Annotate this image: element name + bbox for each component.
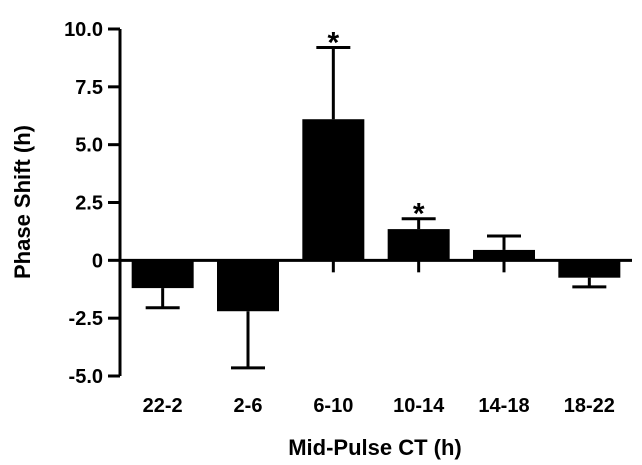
y-tick-label: 7.5: [75, 77, 103, 99]
y-tick-label: -5.0: [69, 366, 103, 388]
y-axis-label: Phase Shift (h): [10, 125, 35, 279]
y-tick-label: 0: [92, 250, 103, 272]
x-axis-label: Mid-Pulse CT (h): [288, 435, 462, 460]
significance-markers: **: [327, 27, 424, 231]
x-tick-label: 22-2: [143, 395, 183, 417]
x-tick-label: 14-18: [478, 395, 529, 417]
significance-asterisk: *: [327, 27, 339, 60]
x-tick-label: 2-6: [234, 395, 263, 417]
significance-asterisk: *: [413, 198, 425, 231]
bar: [387, 229, 450, 261]
axes: [118, 29, 632, 376]
x-tick-label: 10-14: [393, 395, 445, 417]
y-tick-label: 5.0: [75, 135, 103, 157]
x-tick-labels: 22-2 2-6 6-10 10-14 14-18 18-22: [143, 260, 615, 417]
error-bars: [145, 46, 607, 370]
bar: [302, 119, 365, 261]
bars: [131, 119, 621, 312]
y-tick-label: 2.5: [75, 193, 103, 215]
y-tick-label: 10.0: [64, 19, 103, 41]
x-tick-label: 18-22: [564, 395, 615, 417]
bar: [473, 249, 535, 261]
x-tick-label: 6-10: [313, 395, 353, 417]
y-tick-label: -2.5: [69, 308, 103, 330]
y-ticks: 10.0 7.5 5.0 2.5 0 -2.5 -5.0: [64, 19, 120, 388]
